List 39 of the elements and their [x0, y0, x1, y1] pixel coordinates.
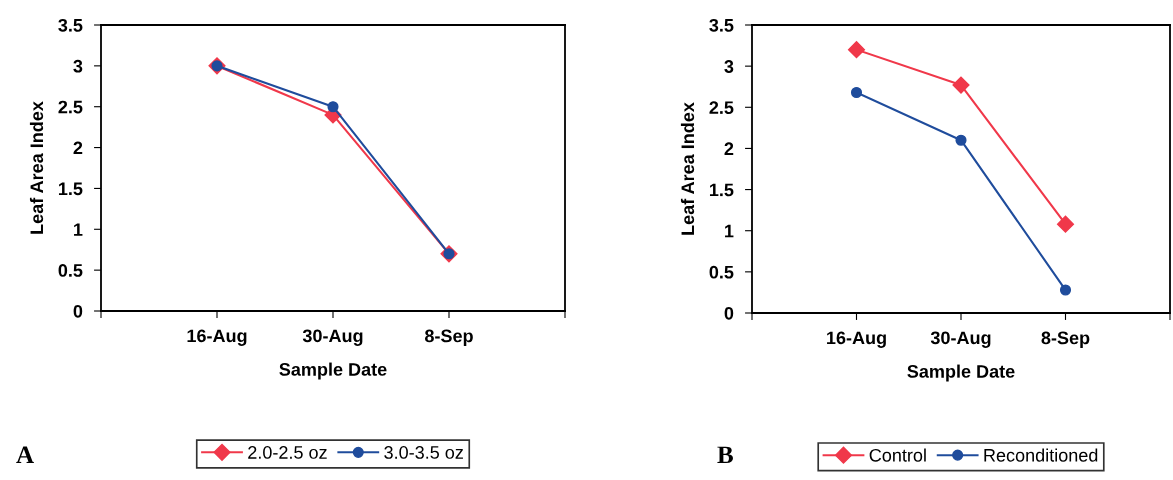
point — [1056, 215, 1075, 233]
y-tick-label: 3.5 — [709, 18, 734, 32]
x-axis-title: Sample Date — [279, 362, 387, 380]
x-axis-title: Sample Date — [907, 364, 1015, 382]
y-tick-label: 3 — [724, 60, 734, 73]
y-tick-label: 2.5 — [58, 100, 83, 114]
x-tick-label: 30-Aug — [930, 331, 991, 348]
text: A — [16, 446, 34, 464]
y-axis-title: Leaf Area Index — [29, 101, 44, 234]
y-tick-label: 2.5 — [709, 101, 734, 115]
x-tick-label: 16-Aug — [187, 329, 247, 346]
x-tick-label: 8-Sep — [1041, 331, 1090, 348]
y-tick-label: 2 — [724, 142, 734, 155]
y-tick-label: 0 — [724, 306, 734, 320]
x-tick-label: 8-Sep — [424, 329, 473, 346]
y-tick-label: 1.5 — [709, 183, 734, 197]
point — [327, 101, 339, 113]
y-tick-label: 3 — [73, 59, 83, 73]
legend-label: Reconditioned — [984, 448, 1098, 462]
point — [847, 41, 866, 59]
x-tick-label: 16-Aug — [827, 331, 886, 348]
legend-label: Control — [869, 448, 926, 462]
y-axis-title: Leaf Area Index — [680, 102, 695, 235]
text: B — [717, 446, 733, 464]
legend-label: 2.0-2.5 oz — [248, 446, 327, 459]
point — [1059, 284, 1072, 296]
point — [850, 86, 863, 99]
y-tick-label: 1 — [74, 223, 83, 236]
x-tick-label: 30-Aug — [302, 329, 363, 346]
y-tick-label: 1.5 — [58, 182, 83, 196]
legend-label: 3.0-3.5 oz — [384, 446, 463, 459]
y-tick-label: 3.5 — [58, 18, 83, 32]
y-tick-label: 1 — [725, 224, 734, 238]
y-tick-label: 2 — [73, 141, 83, 155]
y-tick-label: 0.5 — [58, 264, 83, 277]
y-tick-label: 0.5 — [709, 265, 734, 279]
point — [952, 76, 970, 94]
y-tick-label: 0 — [73, 304, 83, 318]
point — [955, 134, 967, 146]
